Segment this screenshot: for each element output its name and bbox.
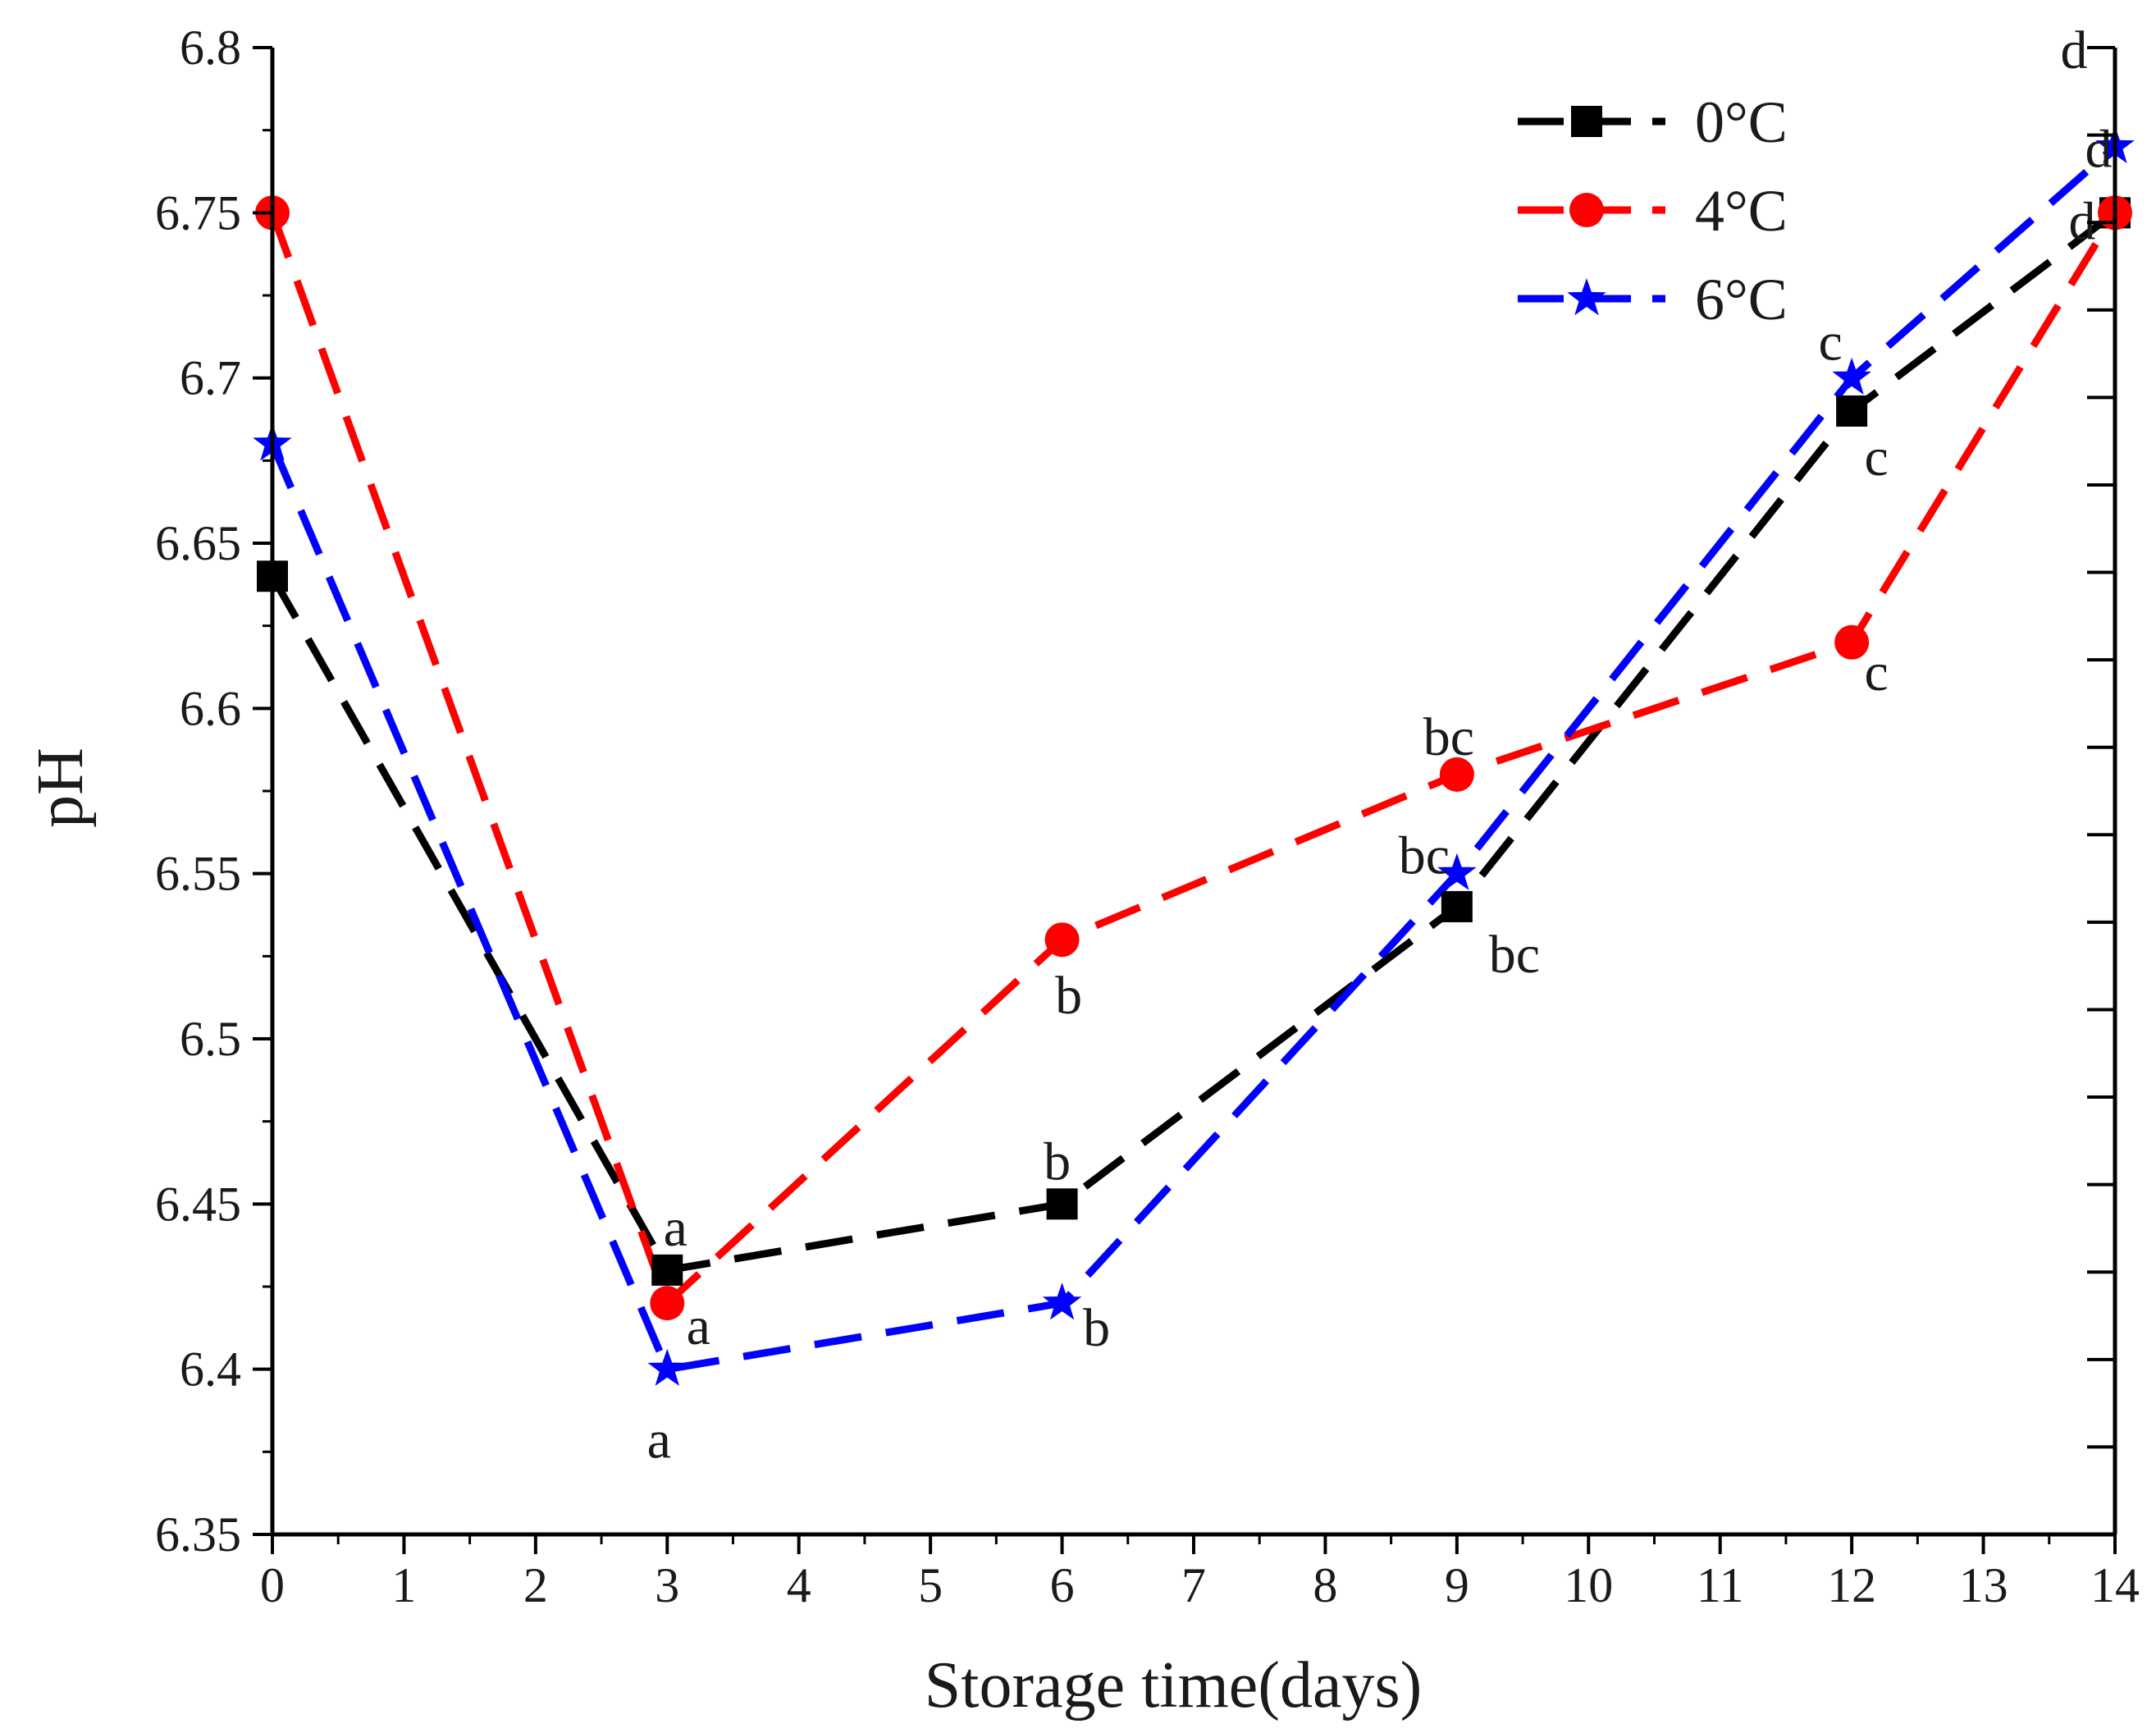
legend-label-0C: 0°C (1695, 89, 1788, 155)
significance-label-6C: c (1818, 313, 1842, 373)
significance-label-4C: b (1055, 966, 1082, 1026)
data-point-4C (1044, 922, 1080, 958)
legend: 0°C 4°C 6°C (1518, 89, 1788, 332)
x-tick-label: 13 (1959, 1558, 2008, 1612)
legend-marker-0C (1571, 106, 1602, 137)
significance-label-0C: c (1864, 428, 1888, 487)
significance-label-0C: b (1044, 1132, 1071, 1191)
data-point-4C (1834, 624, 1870, 660)
data-point-6C (1042, 1283, 1082, 1320)
y-axis-title: pH (25, 748, 97, 828)
significance-label-4C: bc (1423, 707, 1474, 767)
legend-label-4C: 4°C (1695, 178, 1788, 244)
significance-label-6C: bc (1399, 826, 1450, 886)
y-tick-label: 6.45 (155, 1177, 241, 1231)
axes: 0 1 2 3 4 5 6 7 8 9 10 11 12 13 146.356.46.456.56.556.… (155, 21, 2140, 1612)
legend-marker-4C (1569, 193, 1604, 227)
x-tick-label: 4 (787, 1558, 811, 1612)
x-tick-label: 5 (918, 1558, 943, 1612)
x-tick-label: 0 (260, 1558, 285, 1612)
series-line-0C (269, 209, 2117, 1274)
series-line-4C (268, 210, 2118, 1307)
significance-label-0C: d (2085, 119, 2113, 179)
data-point-0C (651, 1254, 683, 1286)
data-point-4C (1439, 757, 1474, 792)
series-line-6C (268, 144, 2117, 1374)
legend-label-6C: 6°C (1695, 267, 1788, 332)
x-axis-title: Storage time(days) (925, 1649, 1422, 1722)
legend-marker-6C (1567, 278, 1606, 316)
significance-label-4C: c (1864, 642, 1888, 702)
significance-label-6C: d (2061, 21, 2088, 80)
y-tick-label: 6.8 (180, 21, 241, 75)
series-markers (253, 126, 2135, 1386)
data-point-0C (1046, 1188, 1078, 1220)
data-point-6C (1832, 357, 1871, 395)
x-tick-label: 6 (1050, 1558, 1075, 1612)
data-point-6C (647, 1348, 687, 1386)
significance-label-6C: b (1083, 1298, 1110, 1358)
x-tick-label: 7 (1181, 1558, 1206, 1612)
y-tick-label: 6.7 (180, 351, 241, 405)
x-tick-label: 10 (1564, 1558, 1613, 1612)
series-lines (268, 144, 2118, 1374)
x-tick-label: 8 (1313, 1558, 1337, 1612)
x-tick-label: 3 (655, 1558, 679, 1612)
x-tick-label: 1 (391, 1558, 416, 1612)
x-tick-label: 12 (1827, 1558, 1876, 1612)
y-tick-label: 6.55 (155, 847, 241, 901)
y-tick-label: 6.5 (180, 1012, 241, 1066)
x-tick-label: 9 (1445, 1558, 1469, 1612)
y-tick-label: 6.4 (180, 1342, 241, 1397)
data-point-0C (1836, 395, 1868, 427)
data-point-6C (1437, 853, 1477, 890)
data-point-0C (1441, 890, 1473, 922)
data-point-4C (650, 1286, 685, 1321)
y-tick-label: 6.75 (155, 185, 241, 240)
significance-label-0C: a (664, 1198, 687, 1258)
x-tick-label: 14 (2090, 1558, 2140, 1612)
x-tick-label: 2 (523, 1558, 548, 1612)
significance-label-0C: bc (1489, 925, 1540, 985)
y-tick-label: 6.35 (155, 1507, 241, 1562)
y-tick-label: 6.65 (155, 516, 241, 570)
significance-label-4C: a (687, 1296, 710, 1356)
x-tick-label: 11 (1697, 1558, 1744, 1612)
significance-label-6C: a (647, 1411, 671, 1470)
y-tick-label: 6.6 (180, 681, 241, 735)
